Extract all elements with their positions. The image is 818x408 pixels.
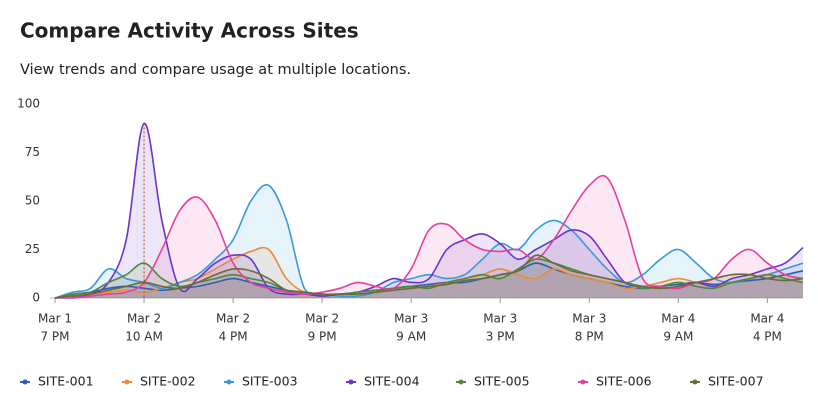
series-area bbox=[55, 175, 803, 298]
x-tick-label: 4 PM bbox=[219, 330, 248, 344]
y-tick-label: 100 bbox=[17, 97, 40, 111]
legend-label: SITE-004 bbox=[364, 374, 420, 389]
x-tick-label: Mar 4 bbox=[661, 312, 695, 326]
legend-label: SITE-005 bbox=[474, 374, 530, 389]
y-tick-label: 25 bbox=[25, 242, 40, 256]
x-tick-label: Mar 2 bbox=[305, 312, 339, 326]
x-tick-label: 9 PM bbox=[308, 330, 337, 344]
x-tick-label: Mar 4 bbox=[750, 312, 784, 326]
series-area bbox=[55, 247, 803, 298]
legend-dot bbox=[580, 379, 586, 385]
x-tick-label: 3 PM bbox=[486, 330, 515, 344]
x-tick-label: Mar 3 bbox=[394, 312, 428, 326]
legend-dot bbox=[458, 379, 464, 385]
x-tick-label: 10 AM bbox=[125, 330, 163, 344]
legend-dot bbox=[226, 379, 232, 385]
chart-title: Compare Activity Across Sites bbox=[20, 19, 359, 43]
legend-label: SITE-001 bbox=[38, 374, 94, 389]
x-tick-label: Mar 2 bbox=[127, 312, 161, 326]
legend-dot bbox=[348, 379, 354, 385]
x-tick-label: Mar 2 bbox=[216, 312, 250, 326]
series-area bbox=[55, 259, 803, 298]
areas bbox=[55, 123, 803, 298]
x-tick-label: 4 PM bbox=[753, 330, 782, 344]
legend-label: SITE-002 bbox=[140, 374, 196, 389]
legend-dot bbox=[22, 379, 28, 385]
legend-item: SITE-007 bbox=[690, 374, 764, 389]
chart-subtitle: View trends and compare usage at multipl… bbox=[20, 62, 411, 78]
series-area bbox=[55, 263, 803, 298]
legend-item: SITE-003 bbox=[224, 374, 298, 389]
y-tick-label: 75 bbox=[25, 145, 40, 159]
x-tick-label: Mar 1 bbox=[38, 312, 72, 326]
legend-item: SITE-001 bbox=[20, 374, 94, 389]
x-tick-label: 9 AM bbox=[663, 330, 693, 344]
legend-item: SITE-006 bbox=[578, 374, 652, 389]
x-tick-label: Mar 3 bbox=[483, 312, 517, 326]
x-tick-label: 7 PM bbox=[40, 330, 69, 344]
series-line bbox=[54, 254, 804, 299]
series-line bbox=[54, 174, 804, 299]
series-line bbox=[54, 258, 804, 299]
y-tick-label: 0 bbox=[32, 291, 40, 305]
series-line bbox=[54, 184, 804, 299]
lines bbox=[54, 122, 804, 299]
legend-item: SITE-004 bbox=[346, 374, 420, 389]
legend-dot bbox=[124, 379, 130, 385]
legend-item: SITE-005 bbox=[456, 374, 530, 389]
series-area bbox=[55, 255, 803, 298]
y-tick-label: 50 bbox=[25, 194, 40, 208]
legend-label: SITE-003 bbox=[242, 374, 298, 389]
legend-dot bbox=[692, 379, 698, 385]
x-tick-label: Mar 3 bbox=[572, 312, 606, 326]
legend-label: SITE-007 bbox=[708, 374, 764, 389]
x-tick-label: 8 PM bbox=[575, 330, 604, 344]
legend-item: SITE-002 bbox=[122, 374, 196, 389]
legend-label: SITE-006 bbox=[596, 374, 652, 389]
x-tick-label: 9 AM bbox=[396, 330, 426, 344]
